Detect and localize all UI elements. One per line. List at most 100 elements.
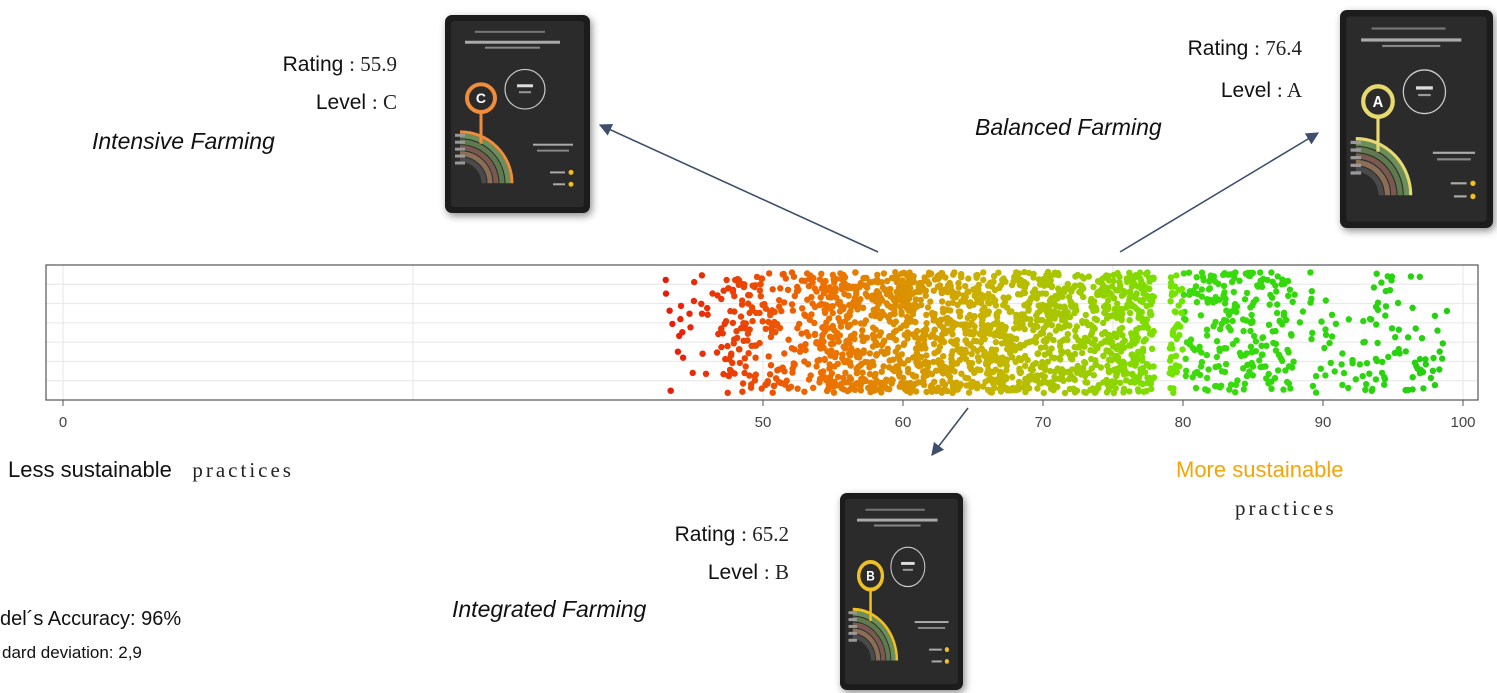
data-point <box>1212 363 1219 371</box>
data-point <box>905 274 912 282</box>
data-point <box>757 293 764 300</box>
data-point <box>1146 285 1153 293</box>
data-point <box>720 370 727 378</box>
data-point <box>1291 291 1298 298</box>
data-point <box>733 328 740 335</box>
data-point <box>799 305 806 312</box>
data-point <box>1289 298 1296 305</box>
data-point <box>1114 269 1121 277</box>
data-point <box>840 386 847 393</box>
data-point <box>1391 349 1399 357</box>
data-point <box>746 372 753 379</box>
data-point <box>796 320 803 328</box>
data-point <box>898 311 905 318</box>
data-point <box>1429 367 1437 374</box>
data-point <box>761 302 768 310</box>
data-point <box>949 331 956 338</box>
data-point <box>702 370 710 377</box>
data-point <box>1124 278 1131 286</box>
data-point <box>1144 379 1151 387</box>
data-point <box>1258 351 1266 358</box>
data-point <box>698 300 705 307</box>
data-point <box>1139 298 1146 305</box>
data-point <box>1213 338 1221 345</box>
data-point <box>805 282 813 290</box>
data-point <box>674 348 682 355</box>
rating-value: : 65.2 <box>741 522 789 546</box>
callout-arrow <box>598 123 879 253</box>
data-point <box>1139 380 1146 388</box>
data-point <box>1268 269 1275 276</box>
data-point <box>985 387 993 394</box>
data-point <box>846 310 853 317</box>
data-point <box>1080 293 1087 301</box>
data-point <box>953 341 960 348</box>
data-point <box>954 386 961 393</box>
data-point <box>667 387 674 394</box>
data-point <box>1362 386 1369 393</box>
data-point <box>1020 288 1027 296</box>
badge-letter: A <box>1373 94 1384 111</box>
data-point <box>1216 347 1223 355</box>
data-point <box>978 345 985 352</box>
data-point <box>1420 385 1427 392</box>
data-point <box>1082 372 1089 380</box>
data-point <box>1409 374 1416 381</box>
data-point <box>830 326 838 334</box>
data-point <box>1169 345 1176 352</box>
data-point <box>831 378 838 386</box>
data-point <box>1198 349 1205 356</box>
data-point <box>953 360 961 367</box>
data-point <box>699 350 706 357</box>
data-point <box>949 299 956 306</box>
data-point <box>1139 354 1146 361</box>
data-point <box>679 354 687 361</box>
data-point <box>1307 269 1314 276</box>
data-point <box>1064 348 1071 356</box>
data-point <box>1081 334 1089 341</box>
data-point <box>1283 316 1290 324</box>
data-point <box>748 342 755 349</box>
data-point <box>1008 308 1015 315</box>
callout-arrow <box>1119 132 1320 253</box>
data-point <box>1142 336 1149 343</box>
data-point <box>1373 321 1380 328</box>
data-point <box>739 388 746 395</box>
data-point <box>1229 317 1236 325</box>
data-point <box>924 304 932 311</box>
data-point <box>1091 315 1099 322</box>
data-point <box>713 349 721 356</box>
data-point <box>749 317 756 325</box>
data-point <box>769 286 776 293</box>
data-point <box>677 302 685 310</box>
data-point <box>1009 373 1016 381</box>
data-point <box>892 318 899 325</box>
data-point <box>780 299 788 306</box>
data-point <box>870 278 878 285</box>
data-point <box>942 274 949 281</box>
data-point <box>741 369 748 377</box>
data-point <box>974 366 981 374</box>
data-point <box>863 274 870 282</box>
data-point <box>1275 351 1283 358</box>
data-point <box>1394 299 1402 307</box>
data-point <box>985 299 992 306</box>
data-point <box>1039 316 1046 324</box>
data-point <box>1105 367 1113 374</box>
data-point <box>756 287 764 294</box>
data-point <box>928 388 936 395</box>
data-point <box>1243 372 1251 380</box>
data-point <box>1051 269 1059 276</box>
data-point <box>900 287 908 294</box>
data-point <box>990 272 998 280</box>
level-label: Level <box>1220 79 1272 102</box>
data-point <box>791 346 798 353</box>
data-point <box>810 384 817 391</box>
data-point <box>1352 376 1360 383</box>
data-point <box>921 341 928 348</box>
data-point <box>901 331 908 338</box>
data-point <box>1203 332 1211 339</box>
data-point <box>1148 385 1155 393</box>
data-point <box>885 314 892 321</box>
data-point <box>709 290 716 297</box>
